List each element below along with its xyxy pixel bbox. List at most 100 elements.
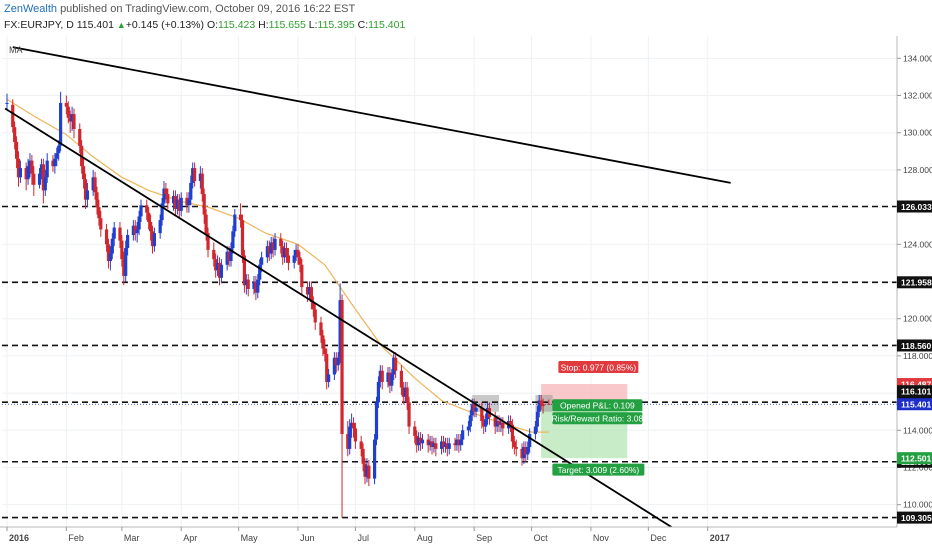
candle-body [374, 402, 379, 440]
candle [484, 413, 488, 433]
candle [124, 240, 128, 282]
candle [338, 283, 342, 364]
candle-body [175, 199, 179, 209]
candle-body [269, 242, 273, 254]
trendlines [4, 46, 731, 550]
candle-body [482, 420, 486, 427]
candle [482, 415, 486, 435]
candle-body [307, 287, 312, 295]
candle [428, 435, 432, 451]
candle-body [399, 370, 403, 388]
candle [281, 240, 285, 265]
level-badge-bg [897, 200, 932, 213]
candle [372, 434, 377, 485]
candle-body [179, 197, 183, 211]
candle-body [367, 465, 371, 479]
candle-body [510, 424, 515, 442]
candle [401, 381, 405, 405]
publish-info: published on TradingView.com, October 09… [60, 3, 356, 15]
price-axis[interactable]: 110.000112.000114.000116.000118.000120.0… [896, 0, 932, 550]
candle-body [28, 160, 32, 167]
candle-body [45, 160, 49, 178]
candle [59, 91, 63, 152]
candle [252, 275, 256, 295]
candle-body [323, 348, 327, 355]
candle [120, 235, 124, 267]
candle-body [309, 287, 314, 302]
candle-body [334, 357, 338, 366]
candle-body [430, 441, 434, 448]
candle [541, 398, 545, 414]
candle-body [202, 194, 206, 215]
candle [41, 158, 45, 204]
author-link[interactable]: ZenWealth [4, 3, 57, 15]
candle-body [273, 238, 277, 250]
low-value: 115.395 [317, 19, 355, 31]
open-label: O: [206, 19, 219, 31]
candle [528, 428, 532, 453]
candle [520, 443, 524, 466]
price-tick-label: 110.000 [903, 500, 932, 510]
candle [445, 437, 449, 457]
candle [171, 190, 176, 211]
price-change: +0.145 (+0.13%) [125, 19, 205, 31]
candle [319, 316, 323, 343]
candle [403, 381, 407, 403]
indicator-label[interactable]: MA [9, 45, 23, 55]
candle-body [283, 248, 287, 258]
candle-body [508, 420, 513, 425]
candle [233, 208, 237, 237]
target-label: Target: 3.009 (2.60%) [552, 463, 645, 476]
candle-body [118, 227, 122, 241]
candle [378, 365, 382, 388]
candle [336, 352, 340, 371]
candle [265, 240, 269, 263]
risk-reward-label-text: Risk/Reward Ratio: 3.08 [552, 413, 644, 423]
candle-body [233, 214, 237, 232]
candle [380, 365, 384, 390]
candle-body [135, 229, 139, 234]
time-axis[interactable]: 2016 Feb Mar Apr May Jun Jul Aug Sep Oct Nov Dec 201… [0, 526, 932, 550]
candle-body [139, 205, 143, 217]
candle [292, 249, 296, 269]
candle [294, 244, 298, 262]
candle [51, 155, 55, 172]
symbol-name[interactable]: FX:EURJPY, D [4, 19, 74, 31]
candle-body [204, 214, 208, 234]
candle [99, 210, 103, 237]
candle-body [11, 104, 15, 128]
candle [185, 192, 189, 213]
candle-body [265, 246, 269, 258]
candle [459, 434, 463, 451]
candle-body [528, 434, 532, 448]
candle [39, 158, 44, 180]
candle-body [177, 199, 181, 211]
candle [95, 186, 99, 215]
candle-body [78, 128, 82, 146]
risk-reward-label-bg [552, 412, 643, 425]
candle-body [470, 404, 474, 416]
close-label: C: [357, 19, 369, 31]
candle-body [108, 253, 112, 262]
candle [340, 294, 344, 518]
candle [145, 199, 149, 221]
candle-body [57, 145, 61, 154]
candle-body [252, 281, 256, 289]
candle [273, 233, 277, 256]
time-tick-label: 2016 [9, 533, 29, 543]
candle [191, 162, 195, 189]
candle-body [91, 177, 95, 191]
candle-body [126, 235, 130, 249]
target-label-bg [552, 463, 645, 476]
candle-body [493, 417, 497, 427]
candle [334, 352, 338, 373]
candle-body [26, 166, 30, 180]
candle-body [258, 264, 262, 280]
candle-body [284, 248, 289, 256]
candle [415, 430, 419, 453]
candle-body [495, 420, 499, 427]
candle-body [439, 441, 444, 449]
candle-body [365, 465, 369, 477]
target-badge: 112.501 [897, 452, 932, 465]
